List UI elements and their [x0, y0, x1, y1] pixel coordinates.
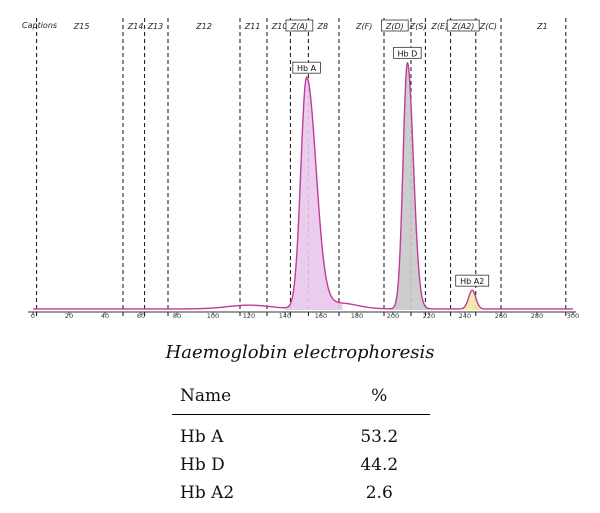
- row-name: Hb D: [180, 455, 225, 475]
- peak-label: Hb A: [297, 64, 317, 73]
- peak-label-box: [393, 46, 422, 59]
- zone-label: Z13: [147, 22, 164, 31]
- header-name: Name: [172, 382, 321, 415]
- zone-label: Z(E): [430, 22, 448, 31]
- electrophoresis-chart: Captions Z15 Z14 Z13 Z12 Z11 Z10 Z(A) Z8 Z(F) Z(D)…: [22, 18, 579, 320]
- zone-label: Z(F): [355, 22, 372, 31]
- zone-label-box: [285, 19, 314, 32]
- x-tick-label: 220: [423, 312, 435, 320]
- x-tick-label: 240: [459, 312, 471, 320]
- x-tick-label: 20: [65, 312, 73, 320]
- zone-label: Z(C): [479, 22, 497, 31]
- peak-area: [461, 290, 487, 310]
- zone-label: Z(D): [385, 22, 404, 31]
- peak-label: Hb A2: [460, 277, 484, 286]
- zone-label: Z12: [195, 22, 212, 31]
- table-row: Hb D 44.2: [172, 451, 430, 479]
- zone-label: Z15: [73, 22, 90, 31]
- row-percent: 2.6: [365, 483, 393, 503]
- x-tick-label: 0: [31, 312, 35, 320]
- peak-area: [285, 77, 343, 310]
- x-tick-label: 180: [351, 312, 363, 320]
- peak-label: Hb D: [398, 49, 418, 58]
- x-tick-label: 120: [243, 312, 255, 320]
- x-tick-label: 200: [387, 312, 399, 320]
- x-tick-label: 300: [567, 312, 579, 320]
- zone-label: Z(A): [290, 22, 308, 31]
- x-tick-label: 160: [315, 312, 327, 320]
- zone-label-box: [446, 19, 480, 32]
- x-tick-label: 100: [207, 312, 219, 320]
- zone-label: Z8: [317, 22, 329, 31]
- header-percent: %: [320, 382, 430, 415]
- x-tick-label: 80: [173, 312, 181, 320]
- electrophoresis-trace: [33, 62, 573, 310]
- zone-label: Z14: [127, 22, 144, 31]
- zone-label: Z(A2): [451, 22, 474, 31]
- table-row: Hb A 53.2: [172, 415, 430, 452]
- zone-label: Z(S): [409, 22, 427, 31]
- x-tick-label: 60: [137, 312, 145, 320]
- peak-label-box: [292, 61, 321, 74]
- x-tick-label: 260: [495, 312, 507, 320]
- row-percent: 53.2: [360, 427, 399, 447]
- zone-label-box: [380, 19, 409, 32]
- peak-label-box: [455, 274, 490, 287]
- x-tick-label: 40: [101, 312, 109, 320]
- table-header-row: Name %: [172, 382, 430, 415]
- zone-row-label: Captions: [22, 21, 57, 30]
- row-percent: 44.2: [360, 455, 399, 475]
- peak-area: [389, 62, 429, 310]
- row-name: Hb A2: [180, 483, 235, 503]
- table-row: Hb A2 2.6: [172, 479, 430, 507]
- zone-label: Z11: [244, 22, 261, 31]
- results-table: Name % Hb A 53.2 Hb D 44.2 Hb A2 2.6: [172, 382, 430, 507]
- x-tick-label: 140: [279, 312, 291, 320]
- x-tick-label: 280: [531, 312, 543, 320]
- row-name: Hb A: [180, 427, 224, 447]
- figure-caption: Haemoglobin electrophoresis: [165, 342, 435, 363]
- zone-label: Z1: [536, 22, 548, 31]
- zone-label: Z10: [271, 22, 288, 31]
